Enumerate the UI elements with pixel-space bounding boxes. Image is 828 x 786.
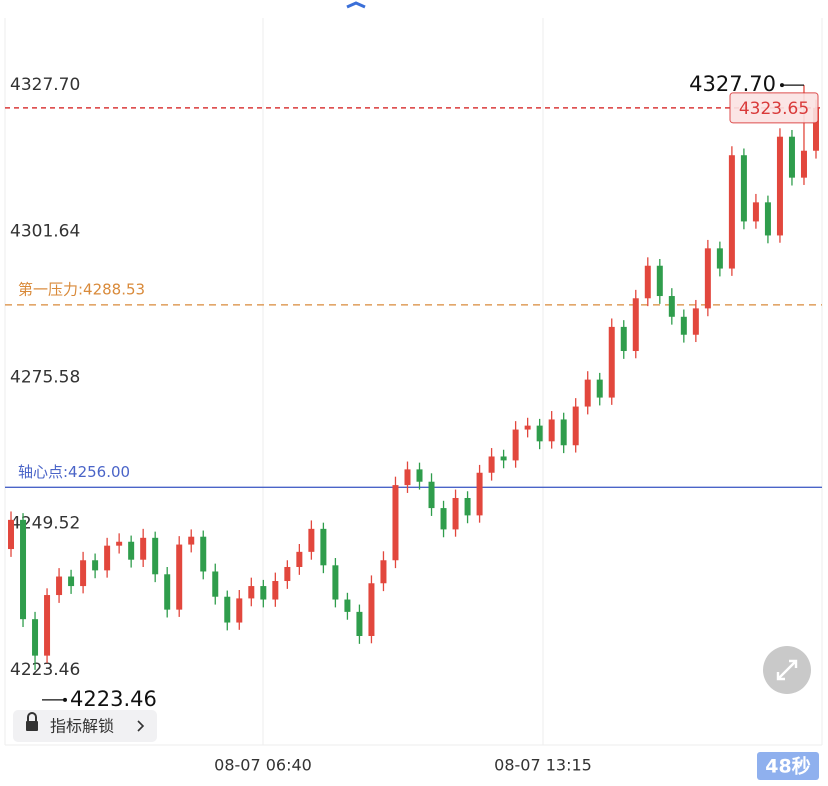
candle-body bbox=[524, 425, 531, 430]
candle-body bbox=[104, 545, 111, 571]
candle-body bbox=[380, 560, 387, 584]
candle-body bbox=[512, 429, 519, 461]
candle-body bbox=[248, 586, 255, 599]
candle-body bbox=[776, 136, 783, 236]
candle-body bbox=[404, 469, 411, 486]
candle-body bbox=[320, 528, 327, 566]
candle-body bbox=[392, 485, 399, 561]
level-label: 轴心点:4256.00 bbox=[18, 463, 130, 481]
unlock-button[interactable]: 指标解锁 bbox=[13, 710, 157, 742]
candle-body bbox=[44, 595, 51, 656]
candle-body bbox=[176, 544, 183, 610]
y-tick-label: 4223.46 bbox=[10, 660, 80, 680]
candle-body bbox=[20, 519, 27, 620]
candle-body bbox=[92, 560, 99, 571]
candle-body bbox=[788, 136, 795, 178]
candle-body bbox=[296, 551, 303, 567]
collapse-chevron[interactable] bbox=[346, 1, 366, 9]
min-dot bbox=[63, 697, 67, 702]
candle-body bbox=[152, 537, 159, 575]
candle-body bbox=[800, 150, 807, 178]
y-tick-label: 4301.64 bbox=[10, 221, 80, 241]
candle-body bbox=[368, 583, 375, 636]
candle-body bbox=[308, 528, 315, 552]
candle-body bbox=[464, 497, 471, 516]
candle-body bbox=[728, 155, 735, 269]
candle-body bbox=[164, 574, 171, 610]
expand-button[interactable] bbox=[763, 646, 811, 694]
candle-body bbox=[692, 308, 699, 335]
y-tick-label: 4327.70 bbox=[10, 75, 80, 95]
candle-body bbox=[740, 155, 747, 222]
timer: 48秒 bbox=[765, 755, 810, 778]
candle-body bbox=[644, 265, 651, 299]
candle-body bbox=[68, 576, 75, 587]
y-tick-label: 4249.52 bbox=[10, 514, 80, 534]
candle-body bbox=[140, 537, 147, 560]
candle-body bbox=[560, 419, 567, 446]
candle-body bbox=[668, 296, 675, 317]
candle-body bbox=[188, 536, 195, 545]
candle-body bbox=[596, 379, 603, 398]
candle-body bbox=[332, 565, 339, 600]
unlock-label[interactable]: 指标解锁 bbox=[50, 717, 114, 736]
candle-body bbox=[548, 419, 555, 442]
candle-body bbox=[536, 425, 543, 442]
candle-body bbox=[32, 619, 39, 656]
max-dot bbox=[780, 83, 784, 88]
candle-body bbox=[764, 202, 771, 236]
x-label: 08-07 06:40 bbox=[214, 756, 312, 775]
candle-body bbox=[260, 586, 267, 600]
candle-body bbox=[812, 107, 819, 151]
candle-body bbox=[656, 265, 663, 297]
timer-badge bbox=[757, 752, 819, 780]
candle-body bbox=[632, 298, 639, 352]
candle-body bbox=[440, 508, 447, 530]
candle-body bbox=[488, 456, 495, 473]
candle-body bbox=[428, 481, 435, 509]
max-label: 4327.70 bbox=[689, 72, 776, 96]
candle-body bbox=[584, 379, 591, 407]
min-label: 4223.46 bbox=[70, 687, 157, 711]
candle-body bbox=[416, 469, 423, 482]
candle-body bbox=[212, 571, 219, 597]
candle-body bbox=[680, 316, 687, 335]
current-price-tag bbox=[729, 92, 819, 124]
candle-body bbox=[236, 598, 243, 623]
y-tick-label: 4275.58 bbox=[10, 367, 80, 387]
candle-body bbox=[344, 599, 351, 612]
candle-body bbox=[284, 566, 291, 582]
candle-body bbox=[608, 326, 615, 398]
candle-body bbox=[476, 472, 483, 516]
level-label: 第一压力:4288.53 bbox=[18, 280, 145, 298]
candle-body bbox=[200, 536, 207, 572]
candle-body bbox=[272, 581, 279, 600]
candle-body bbox=[716, 248, 723, 269]
candle-body bbox=[572, 406, 579, 446]
candle-body bbox=[56, 576, 63, 596]
candle-body bbox=[704, 248, 711, 309]
x-label: 08-07 13:15 bbox=[494, 756, 592, 775]
candle-body bbox=[8, 519, 15, 550]
candle-body bbox=[752, 202, 759, 222]
candle-body bbox=[620, 326, 627, 352]
candle-body bbox=[452, 497, 459, 530]
candle-body bbox=[116, 541, 123, 546]
candle-body bbox=[80, 560, 87, 587]
current-price-label: 4323.65 bbox=[739, 99, 809, 119]
candle-body bbox=[500, 456, 507, 461]
candle-body bbox=[356, 611, 363, 636]
candle-body bbox=[128, 541, 135, 560]
candle-body bbox=[224, 596, 231, 623]
